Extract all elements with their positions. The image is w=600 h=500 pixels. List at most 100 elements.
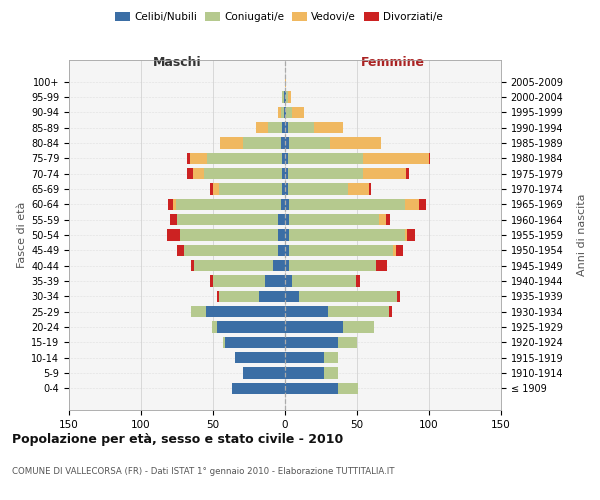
Bar [235,352,285,364]
Bar [285,106,286,118]
Bar [376,260,387,272]
Bar [349,183,368,194]
Bar [223,336,224,348]
Bar [288,168,363,179]
Bar [191,306,206,318]
Bar [286,106,292,118]
Bar [193,168,205,179]
Bar [368,183,371,194]
Y-axis label: Anni di nascita: Anni di nascita [577,194,587,276]
Bar [386,214,390,226]
Bar [274,260,285,272]
Bar [217,290,219,302]
Bar [220,137,243,148]
Bar [167,229,180,241]
Bar [407,229,415,241]
Bar [285,122,288,134]
Bar [265,276,285,287]
Bar [177,244,184,256]
Bar [281,137,285,148]
Bar [187,168,193,179]
Bar [338,382,358,394]
Bar [289,229,404,241]
Bar [356,276,360,287]
Bar [419,198,426,210]
Bar [285,91,286,102]
Bar [393,244,396,256]
Bar [173,198,176,210]
Bar [285,168,288,179]
Bar [243,137,281,148]
Bar [278,229,285,241]
Bar [396,244,403,256]
Text: Popolazione per età, sesso e stato civile - 2010: Popolazione per età, sesso e stato civil… [12,432,343,446]
Bar [285,229,289,241]
Bar [329,137,382,148]
Bar [338,336,357,348]
Text: COMUNE DI VALLECORSA (FR) - Dati ISTAT 1° gennaio 2010 - Elaborazione TUTTITALIA: COMUNE DI VALLECORSA (FR) - Dati ISTAT 1… [12,467,395,476]
Bar [210,276,213,287]
Bar [191,260,194,272]
Text: Femmine: Femmine [361,56,425,70]
Bar [285,336,338,348]
Bar [259,290,285,302]
Bar [285,244,289,256]
Bar [219,290,259,302]
Bar [284,91,285,102]
Bar [194,260,274,272]
Bar [180,229,278,241]
Bar [285,152,288,164]
Bar [289,244,393,256]
Bar [299,290,397,302]
Bar [429,152,430,164]
Bar [389,306,392,318]
Bar [288,183,349,194]
Bar [285,352,324,364]
Bar [169,198,173,210]
Bar [289,137,329,148]
Bar [363,168,406,179]
Bar [286,91,288,102]
Bar [292,106,304,118]
Bar [205,168,282,179]
Bar [328,306,389,318]
Bar [268,122,282,134]
Bar [282,122,285,134]
Bar [285,183,288,194]
Bar [278,244,285,256]
Legend: Celibi/Nubili, Coniugati/e, Vedovi/e, Divorziati/e: Celibi/Nubili, Coniugati/e, Vedovi/e, Di… [111,8,447,26]
Bar [285,368,324,379]
Bar [207,152,282,164]
Bar [397,290,400,302]
Bar [324,368,338,379]
Bar [243,368,285,379]
Bar [256,122,268,134]
Bar [406,168,409,179]
Bar [285,137,289,148]
Bar [184,244,278,256]
Bar [314,122,343,134]
Bar [288,122,314,134]
Bar [224,336,285,348]
Bar [213,276,265,287]
Bar [404,198,419,210]
Bar [282,91,284,102]
Bar [278,214,285,226]
Bar [285,76,286,88]
Bar [217,322,285,333]
Bar [404,229,407,241]
Bar [282,152,285,164]
Bar [285,260,289,272]
Bar [285,276,292,287]
Bar [285,322,343,333]
Bar [285,198,289,210]
Bar [278,106,281,118]
Bar [281,198,285,210]
Bar [379,214,386,226]
Bar [176,198,281,210]
Bar [285,290,299,302]
Bar [190,152,207,164]
Bar [288,91,291,102]
Bar [292,276,356,287]
Bar [285,306,328,318]
